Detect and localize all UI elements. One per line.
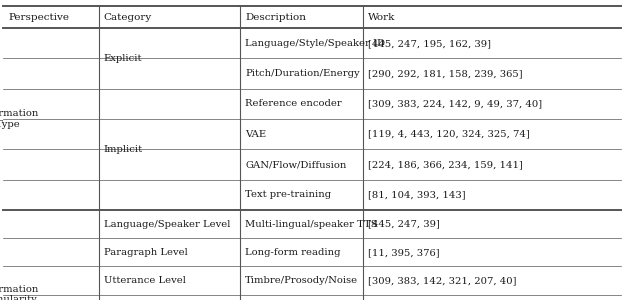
Text: [290, 292, 181, 158, 239, 365]: [290, 292, 181, 158, 239, 365] [368, 69, 523, 78]
Text: Pitch/Duration/Energy: Pitch/Duration/Energy [245, 69, 360, 78]
Text: [11, 395, 376]: [11, 395, 376] [368, 248, 440, 257]
Text: Text pre-training: Text pre-training [245, 190, 331, 199]
Text: Multi-lingual/speaker TTS: Multi-lingual/speaker TTS [245, 220, 378, 229]
Text: Category: Category [104, 13, 152, 22]
Text: [445, 247, 39]: [445, 247, 39] [368, 220, 440, 229]
Text: [309, 383, 224, 142, 9, 49, 37, 40]: [309, 383, 224, 142, 9, 49, 37, 40] [368, 100, 542, 109]
Text: Utterance Level: Utterance Level [104, 276, 185, 285]
Text: [309, 383, 142, 321, 207, 40]: [309, 383, 142, 321, 207, 40] [368, 276, 517, 285]
Text: Explicit: Explicit [104, 54, 142, 63]
Text: Work: Work [368, 13, 396, 22]
Text: [224, 186, 366, 234, 159, 141]: [224, 186, 366, 234, 159, 141] [368, 160, 523, 169]
Text: [445, 247, 195, 162, 39]: [445, 247, 195, 162, 39] [368, 39, 491, 48]
Text: Perspective: Perspective [8, 13, 69, 22]
Text: VAE: VAE [245, 130, 266, 139]
Text: Language/Speaker Level: Language/Speaker Level [104, 220, 230, 229]
Text: Description: Description [245, 13, 306, 22]
Text: GAN/Flow/Diffusion: GAN/Flow/Diffusion [245, 160, 346, 169]
Text: [119, 4, 443, 120, 324, 325, 74]: [119, 4, 443, 120, 324, 325, 74] [368, 130, 530, 139]
Text: Language/Style/Speaker ID: Language/Style/Speaker ID [245, 39, 385, 48]
Text: [81, 104, 393, 143]: [81, 104, 393, 143] [368, 190, 466, 199]
Text: Information
Type: Information Type [0, 110, 38, 129]
Text: Implicit: Implicit [104, 145, 143, 154]
Text: Reference encoder: Reference encoder [245, 100, 342, 109]
Text: Long-form reading: Long-form reading [245, 248, 341, 257]
Text: Information
Granularity: Information Granularity [0, 285, 38, 300]
Text: Timbre/Prosody/Noise: Timbre/Prosody/Noise [245, 276, 358, 285]
Text: Paragraph Level: Paragraph Level [104, 248, 187, 257]
